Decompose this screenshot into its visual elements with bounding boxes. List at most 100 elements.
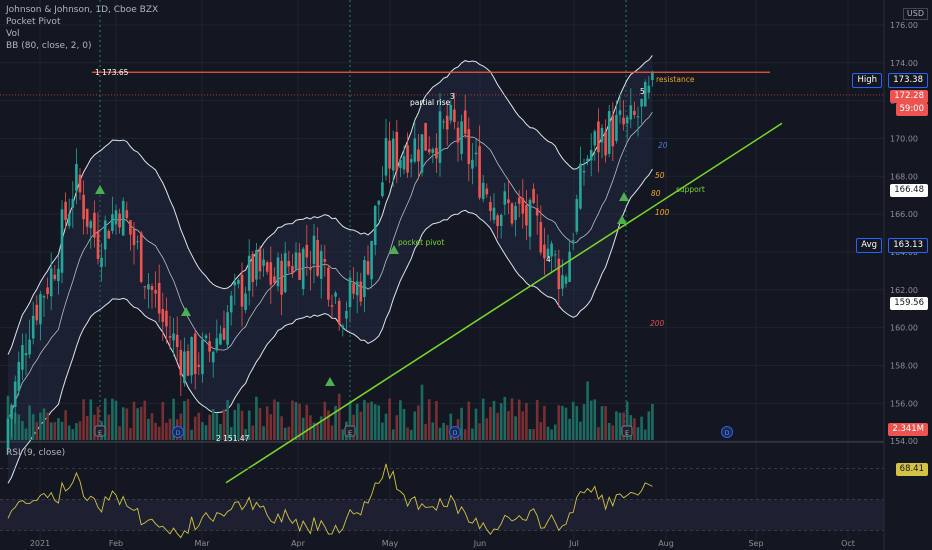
candle-body [157, 282, 161, 314]
support-line [225, 122, 783, 484]
candle-body [211, 351, 215, 363]
candle-body [643, 81, 647, 107]
candle-body [355, 281, 359, 296]
volume-bar [287, 426, 291, 440]
volume-bar [489, 406, 492, 440]
legend-bollinger[interactable]: BB (80, close, 2, 0) [6, 41, 92, 51]
candle-body [197, 364, 201, 367]
candle-body [294, 252, 298, 270]
volume-bar [589, 400, 593, 440]
volume-bar [424, 423, 427, 440]
volume-bar [183, 401, 186, 440]
volume-bar [327, 410, 330, 440]
candle-body [46, 287, 49, 295]
legend-pocket-pivot[interactable]: Pocket Pivot [6, 17, 61, 27]
volume-bar [384, 413, 388, 440]
volume-bar [201, 422, 204, 440]
volume-bar [237, 403, 240, 440]
candle-body [31, 315, 35, 339]
candle-body [136, 241, 139, 243]
candle-body [625, 117, 629, 124]
volume-bar [247, 410, 251, 440]
volume-bar [132, 401, 136, 440]
volume-bar [193, 416, 197, 440]
candle-body [341, 325, 345, 328]
candle-body [489, 201, 492, 211]
volume-bar [471, 428, 474, 440]
candle-body [107, 230, 111, 239]
price-tick-label: 160.00 [890, 324, 918, 333]
candle-body [510, 203, 514, 224]
volume-bar [546, 426, 550, 440]
price-tick-label: 174.00 [890, 59, 918, 68]
volume-bar [586, 381, 589, 440]
volume-bar [85, 415, 89, 440]
legend-symbol[interactable]: Johnson & Johnson, 1D, Cboe BZX [6, 5, 159, 15]
price-tick-label: 154.00 [890, 437, 918, 446]
event-marker-label: E [625, 429, 629, 437]
current-price-tag: 172.28 [890, 90, 928, 103]
bollinger-bands [7, 55, 653, 484]
currency-label[interactable]: USD [902, 8, 928, 20]
rsi-legend[interactable]: RSI (9, close) [6, 448, 66, 458]
volume-bar [78, 421, 82, 440]
candle-body [233, 281, 237, 286]
price-tick-label: 168.00 [890, 172, 918, 181]
candle-body [201, 339, 204, 375]
candle-body [93, 212, 96, 238]
volume-bar [341, 429, 345, 440]
price-tick-label: 166.00 [890, 210, 918, 219]
volume-bar [604, 406, 607, 440]
volume-bar [197, 412, 201, 440]
volume-bar [409, 429, 413, 440]
date-tick-label: Mar [194, 539, 210, 548]
volume-bar [291, 400, 294, 440]
volume-bar [89, 399, 93, 440]
earnings-marker [621, 425, 633, 437]
date-tick-label: Aug [658, 539, 674, 548]
volume-bar [557, 405, 561, 440]
candle-body [384, 138, 388, 176]
volume-bar [111, 398, 114, 440]
date-tick-label: May [382, 539, 399, 548]
candle-body [100, 257, 103, 267]
candle-body [287, 260, 291, 267]
volume-bar [64, 410, 67, 440]
candle-body [467, 129, 471, 164]
bollinger-fill [8, 55, 653, 484]
volume-bar [143, 400, 147, 440]
volume-bar [420, 384, 424, 440]
avg-label-tag: Avg [856, 238, 882, 253]
volume-bar [67, 425, 71, 440]
candle-body [557, 258, 561, 289]
volume-bar [93, 414, 96, 440]
volume-bar [323, 401, 327, 440]
candle-body [431, 149, 435, 153]
volume-bar [611, 425, 615, 440]
candle-body [219, 333, 222, 345]
volume-bar [96, 406, 100, 440]
volume-bar [42, 408, 46, 440]
volume-bar [118, 426, 121, 440]
candle-body [57, 268, 60, 282]
volume-bar [294, 402, 298, 440]
date-tick-label: Apr [291, 539, 306, 548]
volume-bar [355, 403, 359, 440]
annotation-label: 20 [658, 141, 668, 150]
legend-volume[interactable]: Vol [6, 29, 20, 39]
price-tick-label: 158.00 [890, 361, 918, 370]
pocket-pivot-marker [181, 307, 191, 316]
volume-bar [21, 421, 24, 440]
volume-bar [651, 403, 654, 440]
candle-body [226, 312, 229, 345]
event-marker-label: D [452, 429, 457, 437]
volume-bar [154, 422, 157, 440]
annotation-label: 4 [546, 255, 551, 264]
earnings-marker [94, 425, 106, 437]
volume-bar [568, 418, 571, 440]
candle-body [82, 194, 85, 220]
candle-body [247, 255, 251, 291]
volume-bar [312, 422, 316, 440]
